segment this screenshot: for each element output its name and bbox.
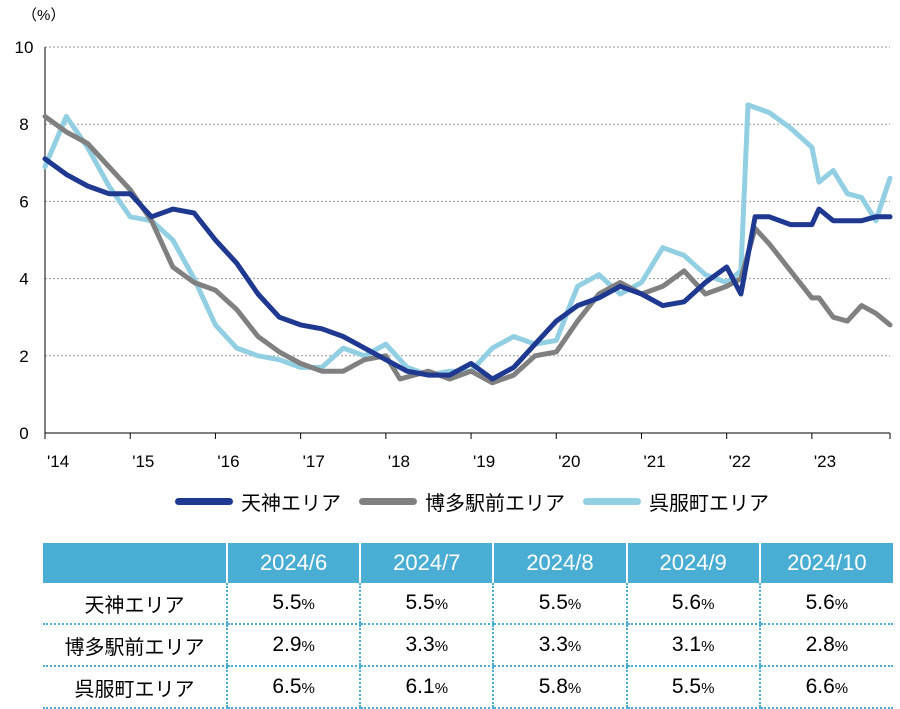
table-cell: 5.6% — [625, 583, 760, 625]
cell-value: 5.8 — [538, 675, 568, 698]
table-cell: 5.5% — [625, 666, 760, 709]
table-header-month: 2024/9 — [625, 543, 760, 583]
cell-unit: % — [434, 596, 449, 613]
table-header-corner — [43, 543, 227, 583]
y-tick-label: 8 — [19, 115, 28, 134]
table-cell: 6.6% — [758, 666, 893, 709]
table-row: 博多駅前エリア 2.9% 3.3% 3.3% 3.1% 2.8% — [43, 624, 893, 667]
x-tick-label: '14 — [47, 452, 69, 471]
cell-unit: % — [834, 638, 849, 655]
cell-unit: % — [434, 680, 449, 697]
cell-value: 5.6 — [671, 591, 702, 614]
cell-value: 5.5 — [671, 675, 702, 698]
y-tick-label: 6 — [19, 192, 28, 211]
legend-swatch-tenjin — [175, 497, 233, 505]
table-header-month: 2024/6 — [225, 543, 361, 583]
x-tick-label: '21 — [643, 452, 665, 471]
cell-value: 5.5 — [272, 591, 302, 614]
series-lines — [42, 102, 893, 386]
row-label: 博多駅前エリア — [43, 624, 227, 667]
legend-item-hakata: 博多駅前エリア — [359, 487, 565, 516]
legend-label-gofukumachi: 呉服町エリア — [649, 490, 769, 515]
x-tick-labels: '14 '15 '16 '17 '18 '19 '20 '21 '22 '23 — [47, 452, 836, 471]
cell-unit: % — [301, 638, 315, 655]
monthly-vacancy-table: 2024/6 2024/7 2024/8 2024/9 2024/10 天神エリ… — [43, 543, 893, 709]
table-row: 天神エリア 5.5% 5.5% 5.5% 5.6% 5.6% — [43, 583, 893, 625]
table-row: 呉服町エリア 6.5% 6.1% 5.8% 5.5% 6.6% — [43, 666, 893, 709]
chart-legend: 天神エリア 博多駅前エリア 呉服町エリア — [175, 484, 769, 518]
table-cell: 5.5% — [225, 583, 361, 625]
legend-swatch-gofukumachi — [583, 497, 641, 505]
table-cell: 3.3% — [492, 624, 627, 667]
legend-swatch-hakata — [359, 497, 417, 505]
cell-value: 6.1 — [405, 675, 435, 698]
cell-unit: % — [701, 638, 715, 655]
cell-value: 2.9 — [272, 633, 302, 656]
table-cell: 5.5% — [492, 583, 627, 625]
legend-item-tenjin: 天神エリア — [175, 487, 341, 516]
table-cell: 2.8% — [758, 624, 893, 667]
y-tick-label: 10 — [15, 38, 34, 57]
legend-label-hakata: 博多駅前エリア — [425, 490, 565, 515]
cell-unit: % — [567, 680, 582, 697]
cell-unit: % — [834, 680, 849, 697]
row-label: 天神エリア — [43, 583, 227, 625]
x-tick-label: '20 — [558, 452, 580, 471]
y-tick-label: 0 — [19, 424, 28, 443]
table-cell: 5.6% — [758, 583, 893, 625]
cell-unit: % — [834, 596, 849, 613]
table-cell: 6.1% — [359, 666, 494, 709]
legend-item-gofukumachi: 呉服町エリア — [583, 487, 769, 516]
cell-value: 3.1 — [671, 633, 702, 656]
cell-value: 6.5 — [272, 675, 302, 698]
x-tick-label: '23 — [814, 452, 836, 471]
table-cell: 3.1% — [625, 624, 760, 667]
legend-label-tenjin: 天神エリア — [241, 490, 341, 515]
table-cell: 6.5% — [225, 666, 361, 709]
cell-value: 3.3 — [538, 633, 568, 656]
y-axis-unit-label: （%） — [22, 7, 65, 24]
x-tick-label: '17 — [303, 452, 325, 471]
cell-value: 2.8 — [805, 633, 835, 656]
table-cell: 5.5% — [359, 583, 494, 625]
y-tick-labels: 0 2 4 6 8 10 — [15, 38, 34, 443]
table-header-month: 2024/10 — [758, 543, 893, 583]
series-line-tenjin — [42, 156, 893, 382]
x-tick-label: '22 — [729, 452, 751, 471]
table-header-month: 2024/7 — [359, 543, 494, 583]
x-tick-label: '19 — [473, 452, 495, 471]
row-label: 呉服町エリア — [43, 666, 227, 709]
cell-value: 5.6 — [805, 591, 835, 614]
series-line-hakata — [42, 114, 893, 386]
y-tick-label: 2 — [19, 347, 28, 366]
table-cell: 2.9% — [225, 624, 361, 667]
cell-unit: % — [434, 638, 449, 655]
x-tick-label: '16 — [217, 452, 239, 471]
grid-lines — [45, 46, 890, 357]
cell-unit: % — [301, 680, 315, 697]
cell-unit: % — [701, 680, 715, 697]
y-tick-label: 4 — [19, 270, 28, 289]
cell-unit: % — [701, 596, 715, 613]
cell-unit: % — [301, 596, 315, 613]
table-header-month: 2024/8 — [492, 543, 627, 583]
table-cell: 5.8% — [492, 666, 627, 709]
cell-value: 5.5 — [538, 591, 568, 614]
table-header-row: 2024/6 2024/7 2024/8 2024/9 2024/10 — [43, 543, 893, 583]
table-cell: 3.3% — [359, 624, 494, 667]
cell-unit: % — [567, 596, 582, 613]
cell-value: 3.3 — [405, 633, 435, 656]
chart-axes — [44, 47, 891, 439]
cell-value: 6.6 — [805, 675, 835, 698]
x-tick-label: '15 — [132, 452, 154, 471]
x-tick-label: '18 — [388, 452, 410, 471]
cell-unit: % — [567, 638, 582, 655]
cell-value: 5.5 — [405, 591, 435, 614]
